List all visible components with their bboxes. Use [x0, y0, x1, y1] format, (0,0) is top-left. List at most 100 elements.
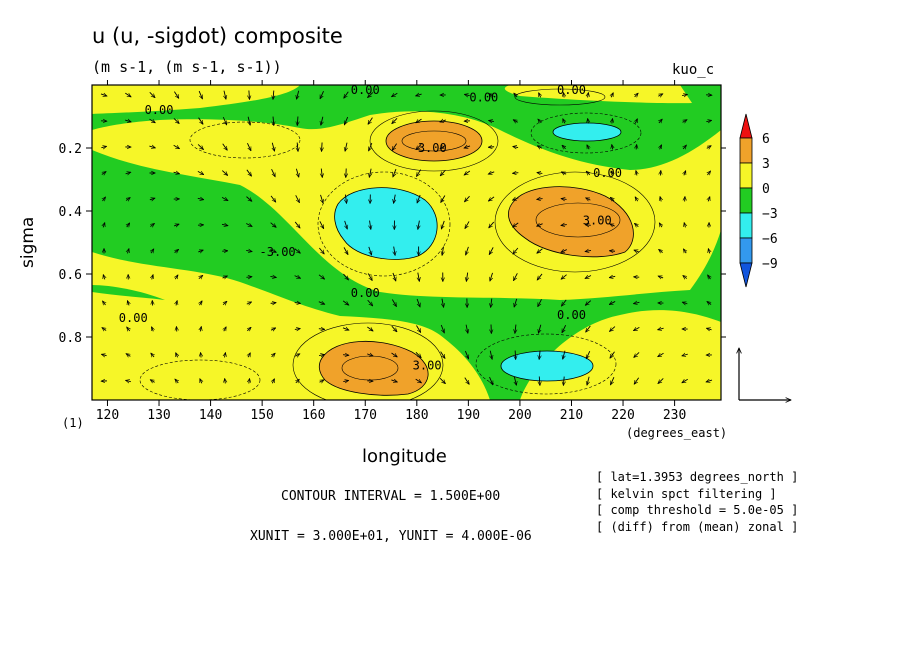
wind-vector [537, 248, 543, 253]
wind-vector [152, 275, 153, 280]
contour-label: 3.00 [413, 358, 442, 372]
positive-band-top-right [504, 85, 692, 104]
wind-vector [561, 225, 567, 226]
x-axis-label: longitude [362, 446, 447, 467]
wind-vector [659, 119, 662, 123]
wind-vector [294, 221, 300, 228]
wind-vector [585, 225, 591, 226]
contour-label: -3.00 [260, 245, 296, 259]
wind-vector [319, 90, 324, 99]
wind-vector [370, 220, 371, 230]
wind-vector [416, 94, 422, 96]
wind-vector [561, 250, 567, 253]
wind-vector [418, 220, 420, 230]
wind-vector [658, 276, 664, 278]
wind-vector [561, 171, 567, 174]
wind-vector [512, 173, 519, 174]
contour-label: 0.00 [469, 91, 498, 105]
wind-vector [175, 249, 179, 252]
wind-vector [683, 249, 686, 254]
y-tick-label: 0.6 [59, 268, 82, 283]
wind-vector [367, 299, 373, 306]
wind-vector [319, 354, 324, 355]
wind-vector [101, 172, 106, 175]
wind-vector [294, 303, 301, 304]
wind-vector [538, 93, 541, 98]
wind-vector [101, 354, 107, 355]
wind-vector [247, 142, 252, 151]
cyan-min-top [552, 122, 622, 142]
wind-vector [391, 380, 397, 382]
wind-vector [246, 196, 251, 202]
wind-vector [537, 273, 543, 280]
wind-vector [706, 120, 711, 121]
wind-vector [392, 272, 396, 281]
wind-vector [683, 275, 687, 278]
colorbar-label: −6 [762, 232, 778, 247]
wind-vector [418, 272, 420, 282]
wind-vector [151, 353, 154, 357]
wind-vector [247, 327, 251, 331]
wind-vector [512, 198, 519, 201]
wind-vector [100, 94, 107, 96]
model-label: kuo_c [672, 62, 715, 78]
wind-vector [537, 145, 543, 148]
wind-vector [587, 376, 589, 386]
contour-label: 3.00 [418, 141, 447, 155]
wind-vector [561, 299, 567, 306]
wind-vector [706, 328, 712, 330]
wind-vector [296, 379, 299, 383]
wind-vector [246, 301, 252, 304]
wind-vector [609, 301, 616, 305]
wind-vector [175, 379, 178, 383]
wind-vector [684, 171, 686, 176]
wind-vector [537, 299, 542, 306]
wind-vector [490, 272, 493, 281]
wind-vector [488, 172, 495, 174]
x-tick-label: 210 [560, 408, 583, 423]
wind-vector [248, 353, 251, 358]
wind-vector [466, 324, 468, 334]
wind-vector [441, 220, 445, 229]
y-tick-label: 0.8 [59, 331, 82, 346]
wind-vector [707, 301, 712, 304]
wind-vector [368, 92, 374, 97]
wind-vector [391, 299, 396, 306]
wind-vector [344, 91, 349, 99]
colorbar-label: 3 [762, 157, 770, 172]
wind-vector [585, 300, 592, 306]
wind-vector [126, 354, 131, 357]
wind-vector [342, 328, 349, 330]
colorbar-label: −3 [762, 207, 778, 222]
wind-vector [294, 329, 300, 330]
x-axis-unit: (degrees_east) [626, 426, 728, 440]
wind-vector [221, 170, 227, 176]
wind-vector [343, 380, 348, 381]
wind-vector [585, 250, 592, 251]
wind-vector [345, 194, 346, 204]
wind-vector [197, 171, 204, 176]
wind-vector [272, 379, 275, 384]
wind-vector [151, 249, 154, 254]
wind-vector [634, 250, 640, 252]
colorbar-bottom-triangle [739, 262, 753, 288]
wind-vector [102, 197, 105, 201]
wind-vector [635, 197, 638, 202]
wind-vector [538, 119, 541, 123]
wind-vector [416, 325, 420, 333]
wind-vector [101, 146, 106, 147]
x-tick-label: 130 [147, 408, 170, 423]
wind-vector [319, 379, 325, 383]
wind-vector [224, 327, 227, 332]
wind-vector [585, 276, 592, 279]
wind-vector [708, 249, 709, 254]
colorbar-segment [739, 237, 753, 264]
wind-vector [294, 276, 301, 279]
wind-vector [369, 142, 373, 151]
wind-vector [246, 169, 252, 176]
wind-vector [127, 301, 129, 306]
wind-vector [270, 195, 276, 202]
reference-vector [739, 348, 791, 400]
wind-vector [297, 116, 298, 126]
wind-vector [367, 326, 373, 331]
